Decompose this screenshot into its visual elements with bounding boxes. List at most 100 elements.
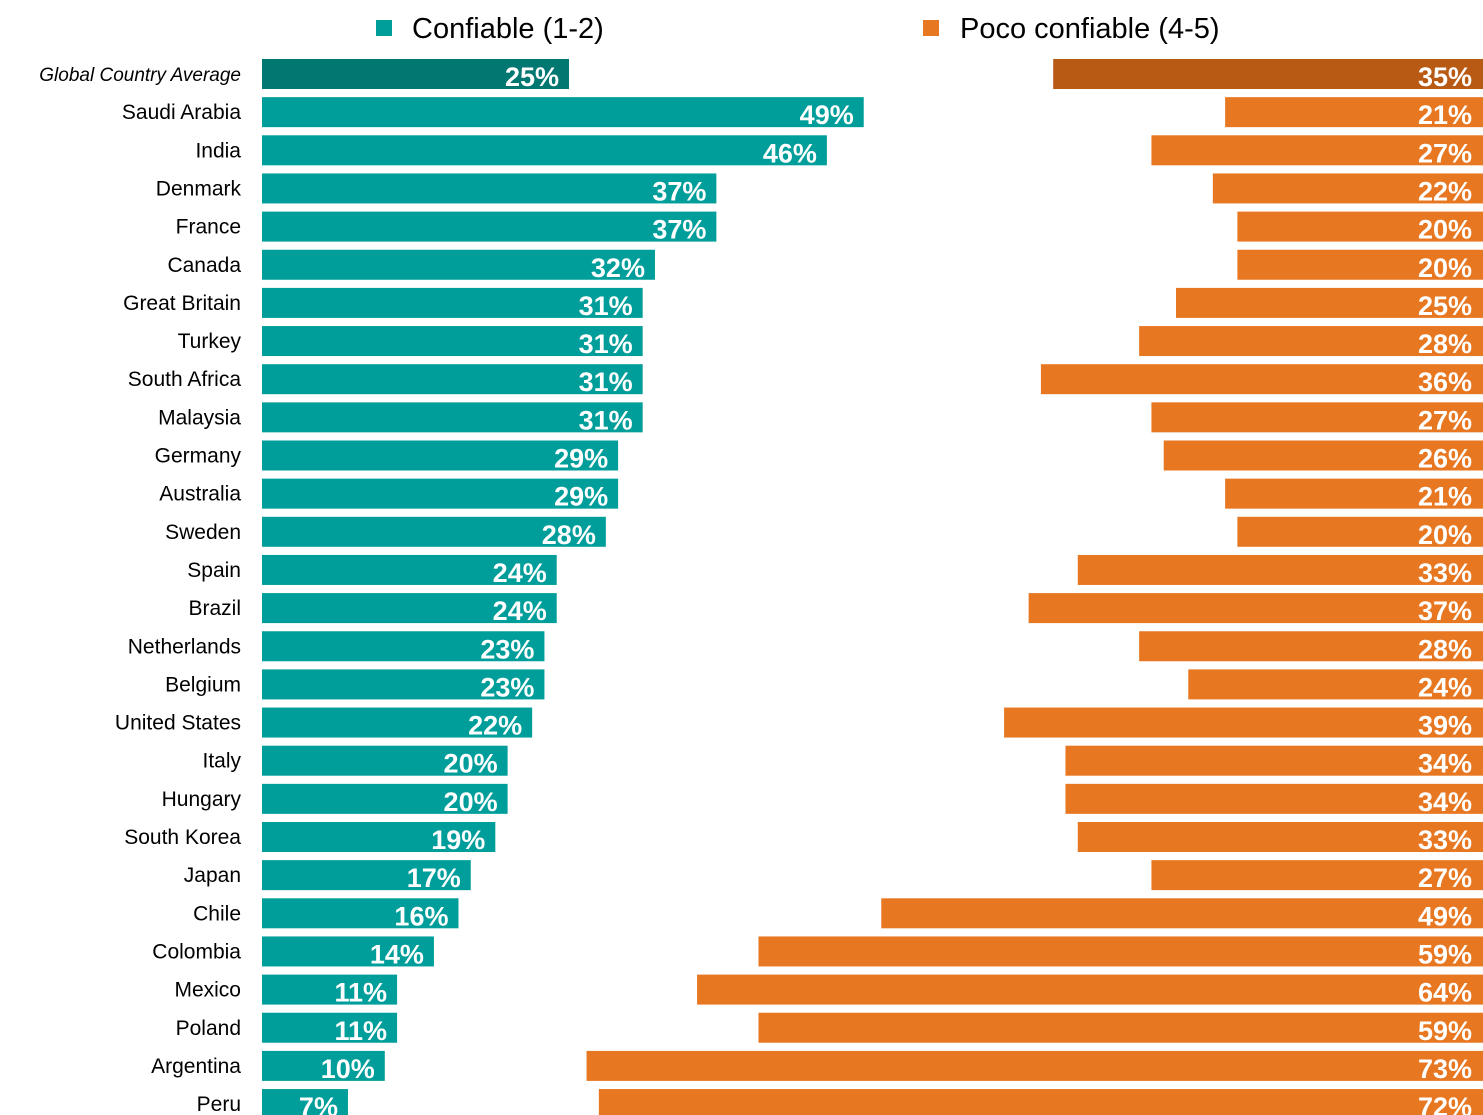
category-label-malaysia: Malaysia [158,406,241,429]
value-label-confiable-colombia: 14% [370,939,424,969]
category-label-canada: Canada [167,254,241,277]
bar-poco-confiable-saudi-arabia [1225,97,1483,128]
category-label-great-britain: Great Britain [123,292,241,315]
value-label-confiable-great-britain: 31% [579,291,633,321]
legend: Confiable (1-2) Poco confiable (4-5) [376,13,1220,45]
value-label-poco-confiable-south-africa: 36% [1418,367,1472,397]
legend-label-confiable: Confiable (1-2) [412,13,604,45]
value-label-confiable-canada: 32% [591,253,645,283]
bar-confiable-canada [262,249,655,280]
bar-confiable-great-britain [262,287,643,318]
category-label-turkey: Turkey [178,330,242,353]
value-label-poco-confiable-brazil: 37% [1418,596,1472,626]
category-label-peru: Peru [197,1093,241,1115]
category-label-japan: Japan [184,864,241,887]
value-label-confiable-saudi-arabia: 49% [800,100,854,130]
legend-label-poco-confiable: Poco confiable (4-5) [960,13,1220,45]
value-label-confiable-hungary: 20% [444,787,498,817]
value-label-confiable-italy: 20% [444,749,498,779]
value-label-poco-confiable-hungary: 34% [1418,787,1472,817]
value-label-poco-confiable-turkey: 28% [1418,329,1472,359]
value-label-confiable-brazil: 24% [493,596,547,626]
bar-poco-confiable-poland [758,1012,1483,1043]
category-label-brazil: Brazil [188,597,241,620]
value-label-confiable-malaysia: 31% [579,405,633,435]
category-label-australia: Australia [159,483,241,506]
value-label-poco-confiable-united-states: 39% [1418,711,1472,741]
bar-poco-confiable-spain [1077,554,1483,585]
category-label-united-states: United States [115,712,241,735]
bar-poco-confiable-australia [1225,478,1483,509]
bar-poco-confiable-mexico [697,974,1483,1005]
value-label-confiable-global-country-average: 25% [505,62,559,92]
value-label-poco-confiable-australia: 21% [1418,482,1472,512]
bar-poco-confiable-chile [881,898,1483,929]
value-label-confiable-mexico: 11% [335,978,388,1008]
value-label-confiable-japan: 17% [407,863,461,893]
bar-confiable-denmark [262,173,717,204]
value-label-poco-confiable-great-britain: 25% [1418,291,1472,321]
bar-poco-confiable-peru [598,1089,1483,1115]
bar-confiable-united-states [262,707,533,738]
value-label-confiable-south-africa: 31% [579,367,633,397]
bar-poco-confiable-global-country-average [1053,59,1483,89]
bar-poco-confiable-united-states [1004,707,1483,738]
category-label-chile: Chile [193,902,241,925]
bar-poco-confiable-hungary [1065,783,1483,814]
value-label-confiable-chile: 16% [394,901,448,931]
bar-poco-confiable-india [1151,135,1483,166]
bar-confiable-mexico [262,974,398,1005]
value-label-confiable-india: 46% [763,138,817,168]
bar-confiable-global-country-average [262,59,569,89]
bar-poco-confiable-netherlands [1139,631,1483,662]
bar-poco-confiable-colombia [758,936,1483,967]
bar-confiable-argentina [262,1050,385,1081]
value-label-poco-confiable-poland: 59% [1418,1016,1472,1046]
bar-confiable-france [262,211,717,242]
value-label-poco-confiable-argentina: 73% [1418,1054,1472,1084]
legend-swatch-confiable [376,20,392,36]
bar-confiable-sweden [262,516,606,547]
chart-rows: Global Country Average 25% 35% Saudi Arabia… [39,59,1483,1115]
category-label-sweden: Sweden [165,521,241,544]
category-label-poland: Poland [176,1017,241,1040]
bar-poco-confiable-germany [1163,440,1483,471]
bar-poco-confiable-turkey [1139,326,1483,357]
bar-poco-confiable-argentina [586,1050,1483,1081]
category-label-italy: Italy [202,750,241,773]
value-label-confiable-united-states: 22% [468,711,522,741]
bar-poco-confiable-denmark [1212,173,1483,204]
value-label-poco-confiable-mexico: 64% [1418,978,1472,1008]
value-label-poco-confiable-italy: 34% [1418,749,1472,779]
category-label-global-country-average: Global Country Average [39,65,241,86]
value-label-confiable-netherlands: 23% [480,634,534,664]
category-label-saudi-arabia: Saudi Arabia [122,101,241,124]
category-label-spain: Spain [187,559,241,582]
value-label-poco-confiable-france: 20% [1418,215,1472,245]
value-label-poco-confiable-belgium: 24% [1418,672,1472,702]
category-label-mexico: Mexico [174,979,241,1002]
category-label-germany: Germany [155,445,242,468]
bar-confiable-netherlands [262,631,545,662]
bar-confiable-japan [262,860,471,891]
value-label-poco-confiable-denmark: 22% [1418,176,1472,206]
value-label-poco-confiable-saudi-arabia: 21% [1418,100,1472,130]
value-label-poco-confiable-global-country-average: 35% [1418,62,1472,92]
value-label-confiable-australia: 29% [554,482,608,512]
bar-poco-confiable-south-africa [1040,364,1483,395]
bar-confiable-south-korea [262,822,496,852]
value-label-poco-confiable-sweden: 20% [1418,520,1472,550]
bar-confiable-peru [262,1089,348,1115]
bar-poco-confiable-belgium [1188,669,1483,700]
bar-confiable-south-africa [262,364,643,395]
bar-confiable-italy [262,745,508,776]
value-label-confiable-argentina: 10% [321,1054,375,1084]
bar-confiable-australia [262,478,619,509]
bar-confiable-belgium [262,669,545,700]
value-label-poco-confiable-chile: 49% [1418,901,1472,931]
category-label-denmark: Denmark [156,177,242,200]
value-label-confiable-belgium: 23% [480,672,534,702]
bar-poco-confiable-france [1237,211,1483,242]
value-label-confiable-spain: 24% [493,558,547,588]
bar-confiable-spain [262,554,557,585]
